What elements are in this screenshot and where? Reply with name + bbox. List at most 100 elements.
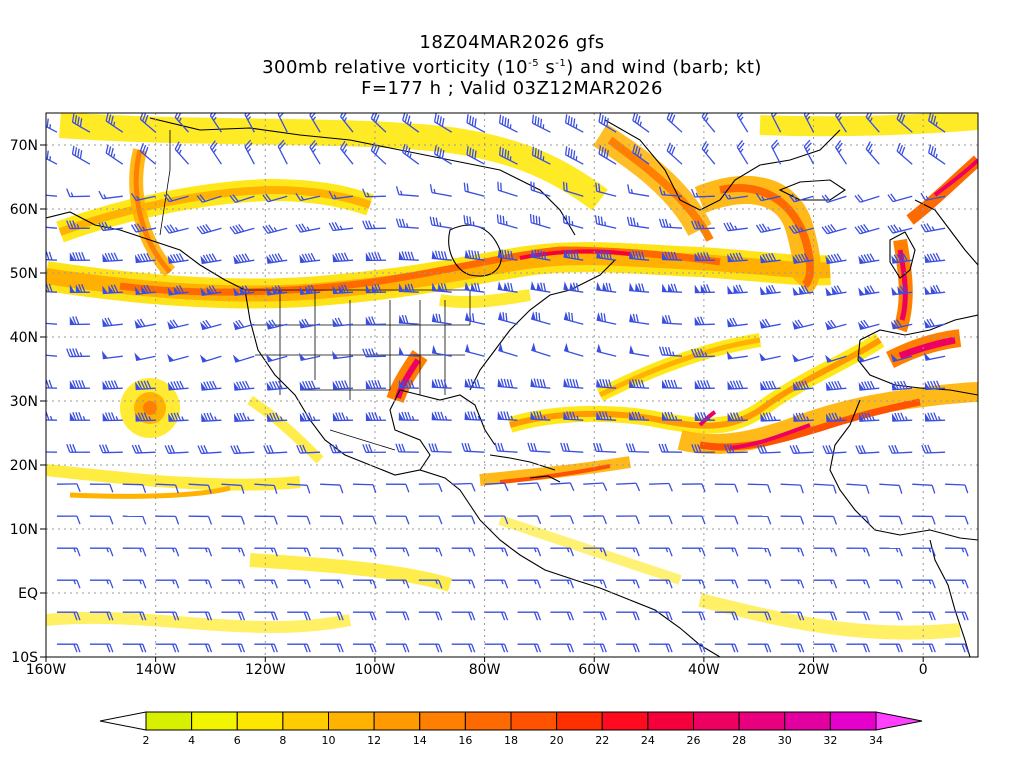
wind-barb [395,186,419,197]
wind-barb [531,342,551,357]
wind-barb [431,313,452,325]
wind-barb [461,442,485,453]
wind-barb [517,547,542,557]
wind-barb [530,248,551,261]
wind-barb [102,284,123,295]
wind-barb [464,281,485,293]
wind-barb [277,139,288,165]
wind-barb [726,350,748,360]
wind-barb [681,483,706,493]
wind-barb [813,643,838,653]
wind-barb [649,547,673,557]
wind-barb [56,515,81,525]
wind-barb [690,348,715,358]
wind-barb [287,515,311,525]
wind-barb [912,483,936,494]
wind-barb [362,220,386,230]
wind-barb [498,114,518,133]
wind-barb [105,113,124,133]
wind-barb [846,547,871,557]
colorbar-label: 30 [778,734,792,747]
wind-barb [759,318,781,329]
wind-barb [879,547,903,557]
wind-barb [385,611,410,621]
wind-barb [102,317,123,327]
wind-barb [66,188,90,198]
wind-barb [497,281,518,293]
wind-barb [924,412,946,422]
wind-barb [464,312,485,325]
wind-barb [134,352,156,361]
wind-barb [629,313,650,325]
lat-tick-label: 10N [10,522,38,538]
wind-barb [694,316,715,326]
wind-barb [69,316,90,326]
wind-barb [714,515,739,525]
wind-barb [262,193,288,203]
wind-barb [562,214,584,229]
wind-barb [254,611,278,621]
wind-barb [690,220,715,230]
wind-barb [463,215,485,229]
wind-barb [163,224,189,234]
wind-barb [66,444,90,453]
wind-barb [131,444,156,454]
colorbar-label: 6 [234,734,241,747]
wind-barb [747,515,772,525]
wind-barb [694,252,715,262]
wind-barb [788,193,814,203]
wind-barb [890,319,913,330]
wind-barb [352,483,377,494]
wind-barb [727,412,748,422]
wind-barb [780,483,804,494]
wind-barb [747,643,772,653]
wind-barb [451,515,476,525]
lat-tick-label: 40N [10,330,38,346]
wind-barb [550,611,574,621]
wind-barb [196,223,222,235]
wind-barb [46,117,58,133]
wind-barb [661,379,682,389]
wind-barb [46,354,58,357]
wind-barb [101,350,123,360]
colorbar-swatch [829,711,877,731]
wind-barb [232,354,255,363]
wind-barb [309,139,321,165]
wind-barb [694,412,715,421]
wind-barb [262,224,288,234]
wind-barb [200,380,222,391]
wind-barb [402,143,420,165]
wind-barb [433,113,453,133]
wind-barb [484,547,509,557]
wind-barb [299,380,321,391]
wind-barb [530,181,551,197]
title-field-text-c: ) and wind (barb; kt) [566,57,762,78]
wind-barb [102,252,123,263]
wind-barb [229,224,255,235]
wind-barb [550,643,574,653]
wind-barb [353,515,377,525]
wind-barb [891,253,913,264]
wind-barb [649,643,673,653]
wind-barb [465,343,485,357]
wind-barb [661,251,682,261]
wind-barb [484,611,509,621]
lon-tick-label: 100W [355,662,396,678]
wind-barb [102,412,123,422]
wind-barb [233,412,255,422]
colorbar-swatch [784,711,831,731]
wind-barb [332,380,354,390]
wind-barb [564,146,584,165]
wind-barb [759,284,781,296]
wind-barb [530,281,551,293]
wind-barb [632,113,650,133]
wind-barb [362,444,386,453]
wind-barb [71,113,91,133]
wind-barb [788,224,814,234]
wind-barb [98,444,123,454]
wind-barb [923,352,946,361]
lon-tick-label: 20W [798,662,830,678]
wind-barb [530,411,551,421]
wind-barb [167,285,189,296]
wind-barb [681,579,706,589]
